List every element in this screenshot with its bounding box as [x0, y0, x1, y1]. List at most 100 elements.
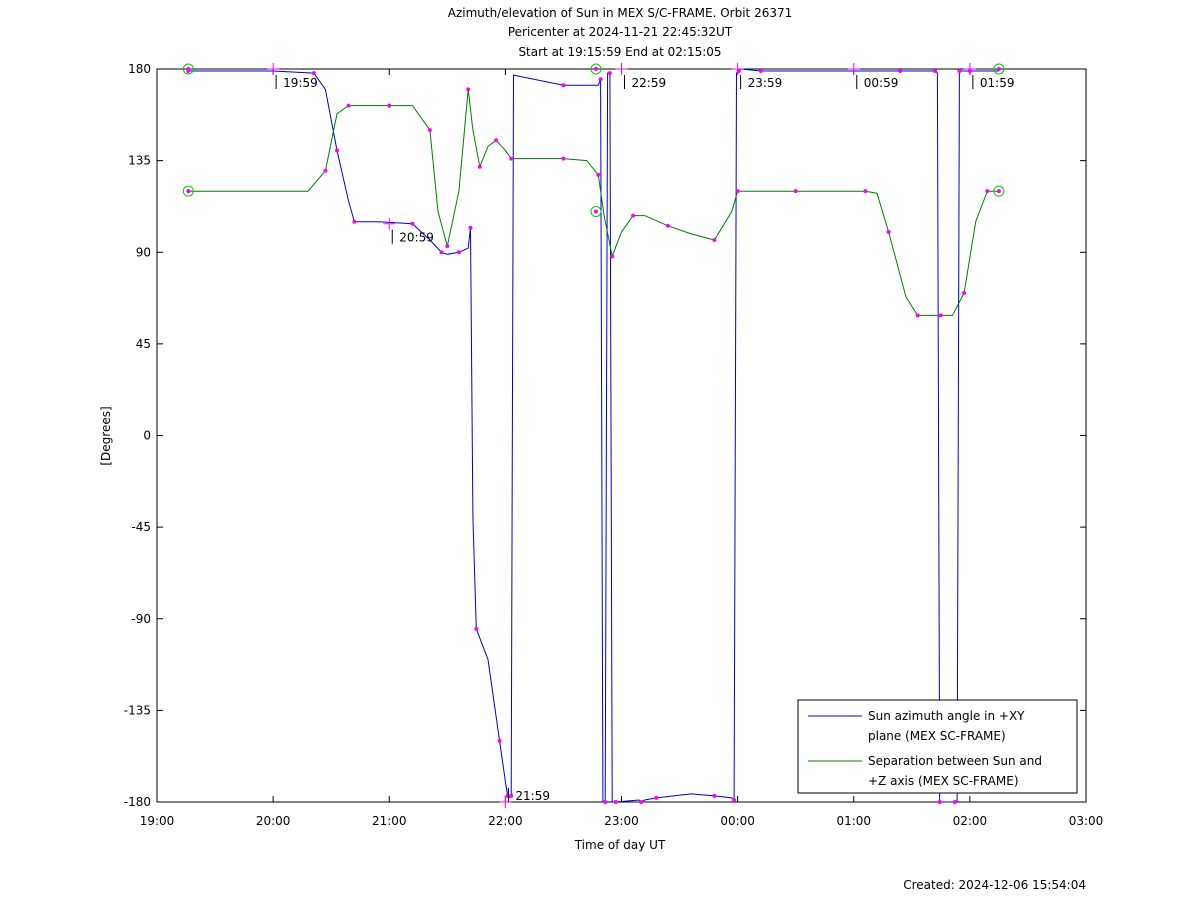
- sample-point: [387, 103, 392, 108]
- x-tick-label: 01:00: [836, 814, 871, 828]
- event-center-point: [593, 67, 598, 71]
- plot-frame: [156, 68, 1087, 803]
- sample-point: [898, 69, 903, 74]
- sample-point: [962, 290, 967, 295]
- y-tick-label: -90: [131, 612, 151, 626]
- sample-point: [311, 71, 316, 76]
- y-tick-label: 45: [136, 337, 151, 351]
- title-line-1: Azimuth/elevation of Sun in MEX S/C-FRAM…: [448, 6, 793, 20]
- sample-point: [607, 71, 612, 76]
- y-tick-label: -180: [124, 795, 151, 809]
- title-line-3: Start at 19:15:59 End at 02:15:05: [518, 45, 721, 59]
- sample-point: [712, 793, 717, 798]
- sample-point: [937, 800, 942, 804]
- sample-point: [561, 83, 566, 88]
- x-axis-label: Time of day UT: [574, 838, 666, 852]
- sample-point: [456, 250, 461, 255]
- x-tick-label: 20:00: [256, 814, 291, 828]
- y-tick-label: 0: [143, 429, 151, 443]
- sample-point: [915, 313, 920, 318]
- x-tick-label: 19:00: [140, 814, 175, 828]
- sample-point: [933, 69, 938, 74]
- legend: Sun azimuth angle in +XY plane (MEX SC-FR…: [797, 699, 1078, 794]
- sample-point: [793, 189, 798, 194]
- sample-point: [352, 219, 357, 224]
- sample-point: [509, 793, 514, 798]
- sample-point: [863, 189, 868, 194]
- hour-annotation-label: 20:59: [399, 231, 434, 245]
- sample-point: [477, 164, 482, 169]
- sample-point: [596, 172, 601, 177]
- separation-series-line: [188, 89, 999, 316]
- event-circle-marker: [993, 63, 1005, 75]
- y-tick-label: 180: [128, 62, 151, 76]
- sample-point: [631, 213, 636, 218]
- event-center-point: [996, 67, 1001, 71]
- sample-point: [985, 189, 990, 194]
- sample-point: [561, 156, 566, 161]
- sample-point: [334, 148, 339, 153]
- event-circle-marker: [993, 185, 1005, 197]
- sample-point: [509, 156, 514, 161]
- x-tick-label: 00:00: [720, 814, 755, 828]
- x-tick-label: 22:00: [488, 814, 523, 828]
- x-tick-label: 03:00: [1069, 814, 1104, 828]
- hour-annotation-label: 19:59: [283, 76, 318, 90]
- hour-annotation-label: 23:59: [748, 76, 783, 90]
- hour-annotation-label: 21:59: [515, 789, 550, 803]
- sample-point: [445, 244, 450, 249]
- sample-point: [439, 250, 444, 255]
- title-line-2: Pericenter at 2024-11-21 22:45:32UT: [508, 25, 733, 39]
- legend-label: plane (MEX SC-FRAME): [868, 729, 1006, 743]
- sample-point: [474, 626, 479, 631]
- sample-point: [610, 254, 615, 259]
- x-tick-label: 02:00: [953, 814, 988, 828]
- chart-title: Azimuth/elevation of Sun in MEX S/C-FRAM…: [448, 6, 793, 59]
- sample-point: [952, 800, 957, 804]
- sample-point: [466, 87, 471, 92]
- event-center-point: [593, 209, 598, 214]
- sample-point: [957, 69, 962, 74]
- x-tick-label: 21:00: [372, 814, 407, 828]
- sample-point: [497, 738, 502, 743]
- event-circle-marker: [182, 63, 194, 75]
- hour-annotation-label: 22:59: [632, 76, 667, 90]
- sample-point: [639, 800, 644, 804]
- hour-annotation-label: 00:59: [864, 76, 899, 90]
- legend-label: Sun azimuth angle in +XY: [868, 709, 1025, 723]
- y-tick-label: -135: [124, 703, 151, 717]
- event-circle-marker: [182, 185, 194, 197]
- y-tick-label: -45: [131, 520, 151, 534]
- sample-point: [410, 221, 415, 226]
- event-circle-marker: [590, 206, 602, 218]
- sample-point: [938, 313, 943, 318]
- sample-point: [613, 800, 618, 804]
- sample-point: [323, 168, 328, 173]
- sample-point: [468, 225, 473, 230]
- sample-point: [732, 797, 737, 802]
- y-axis-label: [Degrees]: [99, 406, 113, 465]
- sample-point: [712, 238, 717, 243]
- event-center-point: [996, 189, 1001, 194]
- sample-point: [505, 793, 510, 798]
- sample-point: [346, 103, 351, 108]
- azimuth-series-line: [188, 68, 999, 803]
- y-tick-label: 135: [128, 154, 151, 168]
- event-circle-marker: [590, 63, 602, 75]
- sample-point: [654, 795, 659, 800]
- sample-point: [735, 189, 740, 194]
- event-center-point: [186, 189, 191, 194]
- sample-point: [665, 223, 670, 228]
- sample-point: [758, 69, 763, 74]
- sample-point: [598, 77, 603, 82]
- hour-annotation-label: 01:59: [980, 76, 1015, 90]
- sample-point: [494, 138, 499, 143]
- sample-point: [603, 800, 608, 804]
- legend-label: +Z axis (MEX SC-FRAME): [868, 774, 1019, 788]
- legend-label: Separation between Sun and: [868, 754, 1042, 768]
- y-tick-label: 90: [136, 245, 151, 259]
- created-timestamp: Created: 2024-12-06 15:54:04: [903, 878, 1086, 892]
- x-tick-label: 23:00: [604, 814, 639, 828]
- sample-point: [427, 128, 432, 133]
